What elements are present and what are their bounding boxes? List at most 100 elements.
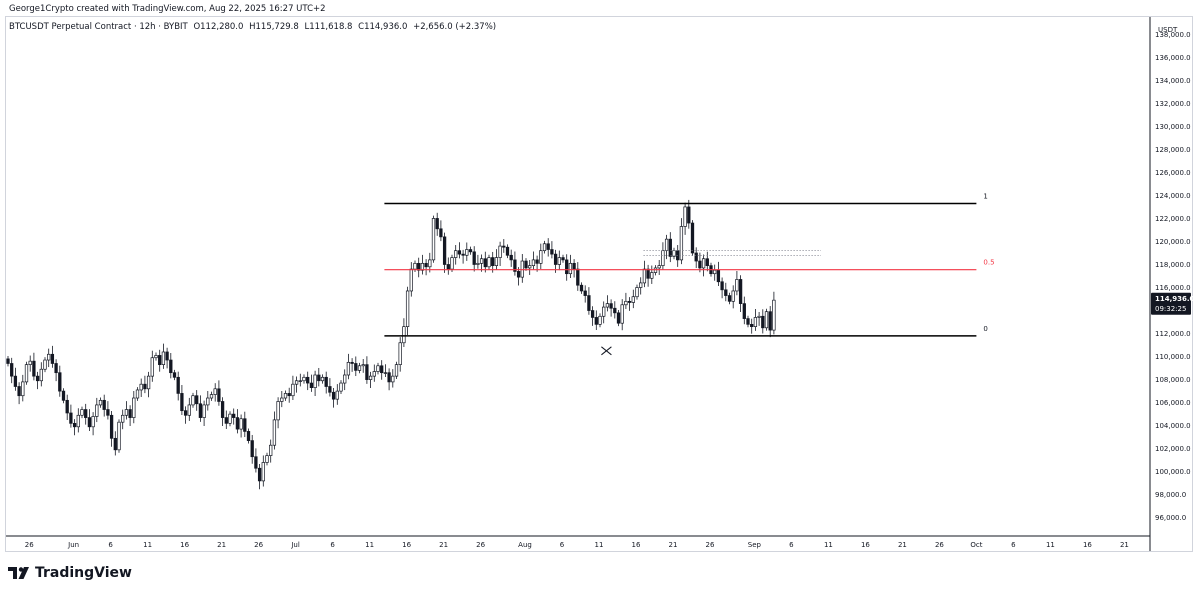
time-tick-label: 6 — [789, 541, 794, 549]
candle-down — [257, 467, 262, 482]
range-levels: 10.50 — [384, 192, 995, 356]
ohlc-high: H115,729.8 — [249, 22, 299, 32]
candle-up — [280, 397, 284, 402]
candle-up — [228, 413, 232, 424]
candle-down — [579, 284, 584, 292]
ohlc-close: C114,936.0 — [358, 22, 408, 32]
candle-down — [84, 409, 88, 418]
candle-up — [701, 258, 706, 269]
time-tick-label: 16 — [1083, 541, 1092, 549]
time-tick-label: Sep — [748, 541, 762, 549]
candle-up — [557, 257, 561, 265]
symbol-title[interactable]: BTCUSDT Perpetual Contract · 12h · BYBIT — [9, 22, 188, 32]
candle-down — [516, 271, 521, 278]
price-tick-label: 98,000.0 — [1155, 491, 1186, 499]
candle-up — [764, 311, 769, 329]
candle-up — [80, 409, 84, 416]
candle-up — [154, 355, 158, 359]
time-tick-label: 21 — [439, 541, 448, 549]
price-axis[interactable]: USDT 96,000.0 98,000.0 100,000.0 102,000.0 1… — [1155, 26, 1191, 522]
price-tick-label: 136,000.0 — [1155, 54, 1191, 62]
time-tick-label: Oct — [970, 541, 982, 549]
candle-down — [546, 243, 550, 250]
candle-down — [328, 386, 332, 393]
tradingview-brand[interactable]: TradingView — [8, 565, 132, 581]
last-price-tag: 114,936.0 09:32:25 — [1151, 292, 1195, 315]
candle-down — [35, 375, 40, 382]
candle-up — [47, 353, 51, 361]
candle-down — [565, 259, 569, 275]
candle-down — [195, 395, 199, 405]
candle-down — [128, 409, 132, 418]
time-tick-label: 6 — [330, 541, 335, 549]
candle-up — [206, 397, 210, 406]
candle-down — [50, 353, 55, 364]
candle-down — [331, 391, 336, 400]
candle-up — [276, 401, 280, 421]
candle-down — [435, 218, 439, 230]
candle-up — [368, 375, 373, 380]
candle-down — [224, 417, 228, 424]
candle-up — [302, 376, 306, 382]
candle-up — [150, 357, 154, 377]
price-tick-label: 126,000.0 — [1155, 169, 1191, 177]
candle-down — [176, 376, 180, 394]
candle-down — [235, 417, 240, 430]
candle-down — [424, 262, 428, 268]
time-tick-label: 11 — [143, 541, 152, 549]
candle-up — [679, 226, 684, 261]
candle-up — [191, 395, 195, 406]
candle-down — [17, 386, 21, 397]
candle-up — [291, 383, 295, 397]
candle-up — [28, 360, 32, 365]
ohlc-change: +2,656.0 (+2.37%) — [413, 22, 497, 32]
candle-up — [376, 365, 380, 372]
candle-down — [468, 249, 473, 253]
time-axis[interactable]: 26 Jun 6 11 16 21 26 Jul 6 11 16 21 26 Aug 6 11 16 21 26 Se… — [25, 541, 1129, 549]
candle-down — [250, 440, 254, 458]
price-tick-label: 128,000.0 — [1155, 146, 1191, 154]
price-tick-label: 96,000.0 — [1155, 514, 1186, 522]
price-tick-label: 122,000.0 — [1155, 215, 1191, 223]
candle-up — [283, 393, 288, 399]
range-level-label: 0 — [983, 325, 987, 333]
time-tick-label: 21 — [669, 541, 678, 549]
candle-down — [535, 259, 539, 264]
candle-up — [650, 272, 654, 279]
candle-down — [738, 279, 743, 304]
candle-down — [524, 260, 528, 269]
candle-up — [294, 380, 299, 385]
candle-down — [306, 376, 310, 384]
range-level-label: 1 — [983, 192, 987, 200]
candle-down — [472, 251, 476, 265]
candle-down — [169, 359, 173, 374]
candle-down — [13, 375, 18, 387]
candle-up — [357, 365, 362, 371]
candle-up — [372, 371, 376, 377]
candle-down — [143, 383, 147, 390]
candle-down — [113, 437, 117, 451]
candle-down — [165, 351, 169, 361]
chart-separators — [6, 17, 1151, 551]
candle-down — [616, 312, 621, 324]
candle-up — [398, 342, 402, 365]
time-tick-label: 11 — [365, 541, 374, 549]
candle-down — [217, 388, 221, 402]
candles — [6, 199, 776, 490]
candle-down — [727, 295, 732, 302]
candle-down — [61, 390, 66, 401]
candle-down — [106, 409, 110, 416]
price-tick-label: 120,000.0 — [1155, 238, 1191, 246]
candle-down — [768, 311, 772, 331]
candle-down — [317, 374, 321, 382]
candle-down — [442, 236, 447, 265]
candle-down — [183, 410, 188, 416]
candle-down — [180, 393, 184, 412]
candle-down — [158, 355, 162, 365]
candle-down — [690, 222, 695, 254]
candle-up — [261, 462, 265, 482]
candle-down — [724, 289, 728, 296]
candle-up — [683, 206, 687, 227]
time-tick-label: 11 — [595, 541, 604, 549]
